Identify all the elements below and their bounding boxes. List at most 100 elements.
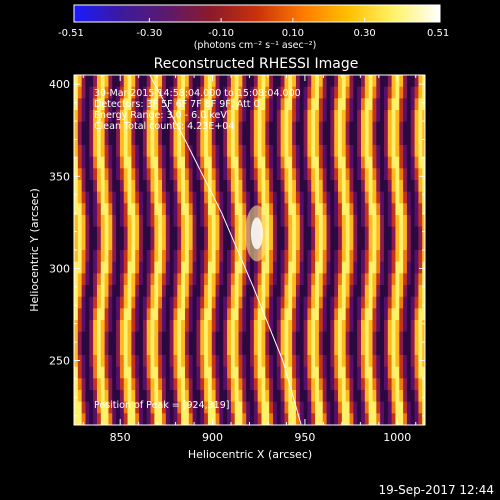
- heatmap-cell: [192, 401, 198, 414]
- heatmap-cell: [311, 296, 316, 309]
- heatmap-cell: [434, 87, 438, 99]
- heatmap-cell: [219, 261, 224, 274]
- heatmap-cell: [418, 413, 423, 425]
- heatmap-cell: [345, 203, 351, 216]
- heatmap-cell: [303, 401, 309, 414]
- heatmap-cell: [150, 343, 155, 356]
- heatmap-cell: [318, 180, 324, 193]
- heatmap-cell: [368, 320, 374, 333]
- heatmap-cell: [326, 145, 331, 158]
- heatmap-cell: [345, 145, 351, 158]
- heatmap-cell: [307, 413, 312, 425]
- heatmap-cell: [430, 133, 434, 145]
- heatmap-cell: [364, 366, 370, 379]
- heatmap-cell: [204, 331, 209, 344]
- heatmap-cell: [349, 203, 354, 216]
- heatmap-cell: [292, 203, 297, 216]
- heatmap-cell: [272, 366, 278, 379]
- heatmap-cell: [112, 203, 117, 216]
- heatmap-cell: [112, 250, 117, 263]
- heatmap-cell: [391, 285, 397, 298]
- heatmap-cell: [211, 133, 217, 146]
- heatmap-cell: [315, 378, 320, 391]
- heatmap-cell: [430, 75, 434, 87]
- heatmap-cell: [334, 285, 339, 298]
- heatmap-cell: [276, 413, 282, 425]
- heatmap-cell: [441, 122, 445, 134]
- heatmap-cell: [403, 366, 408, 379]
- heatmap-cell: [230, 261, 236, 274]
- heatmap-cell: [441, 215, 445, 227]
- heatmap-cell: [399, 413, 404, 425]
- heatmap-cell: [338, 378, 343, 391]
- heatmap-cell: [307, 75, 312, 88]
- heatmap-cell: [135, 308, 140, 321]
- heatmap-cell: [112, 331, 117, 344]
- heatmap-cell: [135, 355, 140, 368]
- heatmap-cell: [150, 156, 155, 169]
- heatmap-cell: [51, 110, 55, 122]
- heatmap-cell: [211, 75, 217, 88]
- heatmap-cell: [364, 355, 370, 368]
- heatmap-cell: [307, 296, 312, 309]
- heatmap-cell: [135, 86, 140, 99]
- heatmap-cell: [265, 413, 270, 425]
- heatmap-cell: [269, 273, 274, 286]
- heatmap-cell: [299, 273, 305, 286]
- heatmap-cell: [349, 191, 354, 204]
- heatmap-cell: [204, 226, 209, 239]
- heatmap-cell: [288, 133, 293, 146]
- heatmap-cell: [445, 192, 449, 204]
- heatmap-cell: [326, 308, 331, 321]
- heatmap-cell: [383, 75, 389, 88]
- heatmap-cell: [430, 320, 434, 332]
- heatmap-cell: [238, 191, 243, 204]
- heatmap-cell: [438, 413, 442, 425]
- heatmap-cell: [399, 308, 404, 321]
- heatmap-cell: [330, 285, 335, 298]
- heatmap-cell: [158, 413, 163, 425]
- heatmap-cell: [449, 320, 453, 332]
- heatmap-cell: [422, 121, 425, 134]
- heatmap-cell: [418, 180, 423, 193]
- heatmap-cell: [250, 133, 255, 146]
- heatmap-cell: [418, 366, 423, 379]
- heatmap-cell: [177, 273, 182, 286]
- heatmap-cell: [434, 320, 438, 332]
- heatmap-cell: [326, 331, 331, 344]
- heatmap-cell: [341, 238, 347, 251]
- heatmap-cell: [418, 121, 423, 134]
- heatmap-cell: [315, 98, 320, 111]
- heatmap-cell: [131, 238, 136, 251]
- heatmap-cell: [391, 343, 397, 356]
- heatmap-cell: [311, 238, 316, 251]
- heatmap-cell: [204, 261, 209, 274]
- heatmap-cell: [77, 215, 83, 228]
- heatmap-cell: [269, 355, 274, 368]
- heatmap-cell: [387, 86, 393, 99]
- heatmap-cell: [177, 226, 182, 239]
- heatmap-cell: [96, 285, 102, 298]
- heatmap-cell: [204, 285, 209, 298]
- heatmap-cell: [227, 226, 232, 239]
- heatmap-cell: [418, 203, 423, 216]
- heatmap-cell: [403, 156, 408, 169]
- heatmap-cell: [438, 133, 442, 145]
- heatmap-cell: [96, 320, 102, 333]
- heatmap-cell: [383, 413, 389, 425]
- heatmap-cell: [284, 250, 289, 263]
- heatmap-cell: [74, 320, 79, 333]
- heatmap-cell: [242, 168, 247, 181]
- heatmap-cell: [422, 203, 425, 216]
- heatmap-cell: [215, 250, 221, 263]
- heatmap-cell: [418, 331, 423, 344]
- heatmap-cell: [403, 215, 408, 228]
- heatmap-cell: [410, 168, 416, 181]
- heatmap-cell: [192, 168, 198, 181]
- heatmap-cell: [311, 308, 316, 321]
- heatmap-cell: [303, 320, 309, 333]
- heatmap-cell: [150, 250, 155, 263]
- heatmap-cell: [173, 390, 178, 403]
- heatmap-cell: [334, 133, 339, 146]
- heatmap-cell: [449, 297, 453, 309]
